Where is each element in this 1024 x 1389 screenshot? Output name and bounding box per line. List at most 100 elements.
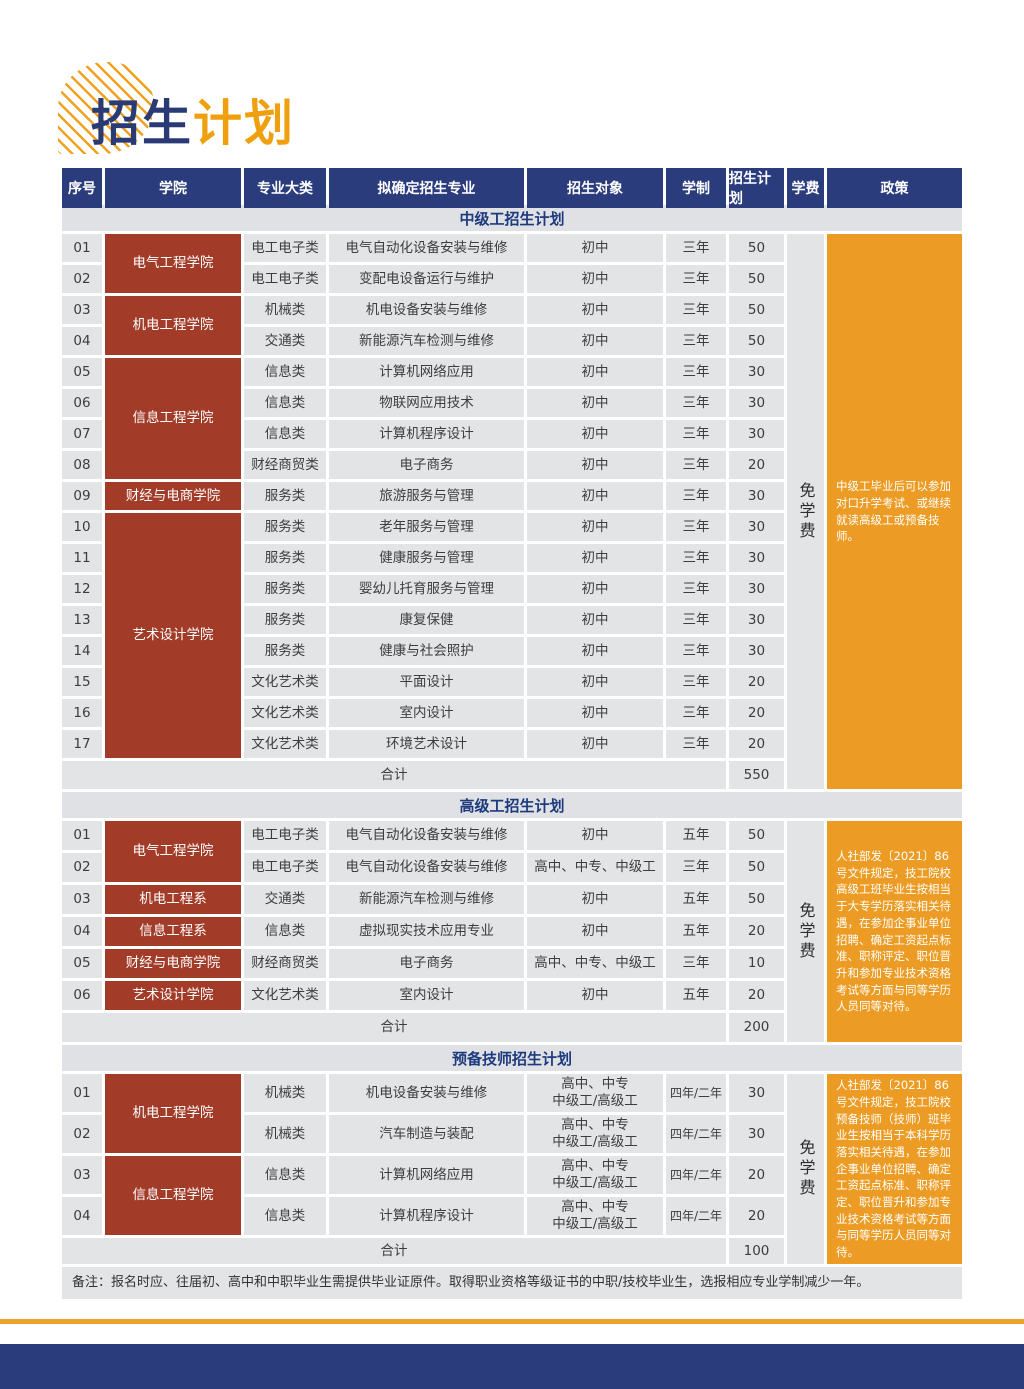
category-cell: 服务类: [244, 637, 326, 665]
header-cell: 招生对象: [527, 168, 663, 208]
category-cell: 服务类: [244, 544, 326, 572]
major-cell: 电子商务: [329, 949, 524, 978]
target-cell: 高中、中专、中级工: [527, 949, 663, 978]
row-number-cell: 03: [62, 885, 102, 914]
college-cell: 信息工程系: [105, 917, 241, 946]
duration-cell: 三年: [666, 296, 726, 324]
header-cell: 专业大类: [244, 168, 326, 208]
major-cell: 计算机程序设计: [329, 1197, 524, 1235]
category-cell: 文化艺术类: [244, 730, 326, 758]
category-cell: 电工电子类: [244, 821, 326, 850]
category-cell: 电工电子类: [244, 853, 326, 882]
plan-cell: 20: [729, 699, 784, 727]
target-cell: 初中: [527, 637, 663, 665]
college-cell: 信息工程学院: [105, 1156, 241, 1235]
college-cell: 财经与电商学院: [105, 949, 241, 978]
duration-cell: 四年/二年: [666, 1197, 726, 1235]
duration-cell: 三年: [666, 949, 726, 978]
college-cell: 艺术设计学院: [105, 513, 241, 758]
header-cell: 学费: [787, 168, 824, 208]
category-cell: 信息类: [244, 1197, 326, 1235]
footer-band: [0, 1344, 1024, 1389]
tuition-cell: 免学费: [787, 1074, 824, 1264]
target-cell: 初中: [527, 544, 663, 572]
plan-cell: 20: [729, 1156, 784, 1194]
header-cell: 学院: [105, 168, 241, 208]
plan-cell: 20: [729, 981, 784, 1010]
header-cell: 招生计划: [729, 168, 784, 208]
category-cell: 文化艺术类: [244, 981, 326, 1010]
category-cell: 服务类: [244, 606, 326, 634]
page-title-part1: 招生: [91, 95, 194, 152]
category-cell: 文化艺术类: [244, 699, 326, 727]
major-cell: 新能源汽车检测与维修: [329, 327, 524, 355]
major-cell: 计算机网络应用: [329, 1156, 524, 1194]
row-number-cell: 13: [62, 606, 102, 634]
plan-cell: 30: [729, 1074, 784, 1112]
category-cell: 服务类: [244, 513, 326, 541]
major-cell: 变配电设备运行与维护: [329, 265, 524, 293]
row-number-cell: 12: [62, 575, 102, 603]
category-cell: 电工电子类: [244, 265, 326, 293]
major-cell: 计算机程序设计: [329, 420, 524, 448]
row-number-cell: 02: [62, 265, 102, 293]
category-cell: 文化艺术类: [244, 668, 326, 696]
plan-cell: 50: [729, 853, 784, 882]
duration-cell: 三年: [666, 513, 726, 541]
target-cell: 初中: [527, 668, 663, 696]
plan-cell: 30: [729, 513, 784, 541]
category-cell: 信息类: [244, 420, 326, 448]
major-cell: 电子商务: [329, 451, 524, 479]
major-cell: 健康与社会照护: [329, 637, 524, 665]
row-number-cell: 11: [62, 544, 102, 572]
college-cell: 财经与电商学院: [105, 482, 241, 510]
plan-cell: 50: [729, 265, 784, 293]
college-cell: 艺术设计学院: [105, 981, 241, 1010]
row-number-cell: 04: [62, 327, 102, 355]
plan-cell: 20: [729, 451, 784, 479]
section-title-bar: 高级工招生计划: [62, 792, 962, 818]
footer-orange-rule: [0, 1319, 1024, 1324]
table-header-row: 序号 学院 专业大类 拟确定招生专业 招生对象 学制 招生计划 学费 政策: [62, 168, 962, 208]
target-cell: 初中: [527, 389, 663, 417]
row-number-cell: 01: [62, 821, 102, 850]
category-cell: 财经商贸类: [244, 451, 326, 479]
plan-cell: 30: [729, 420, 784, 448]
row-number-cell: 01: [62, 234, 102, 262]
row-number-cell: 03: [62, 296, 102, 324]
college-cell: 电气工程学院: [105, 234, 241, 293]
section-grid: 01 电工电子类 电气自动化设备安装与维修 初中 五年 50 02 电工电子类 电气自动化设备安…: [62, 821, 962, 1042]
row-number-cell: 06: [62, 389, 102, 417]
section-grid: 01 机械类 机电设备安装与维修 高中、中专 中级工/高级工 四年/二年 30 02 机械类汽…: [62, 1074, 962, 1264]
plan-cell: 50: [729, 234, 784, 262]
row-number-cell: 14: [62, 637, 102, 665]
major-cell: 机电设备安装与维修: [329, 1074, 524, 1112]
note-bar: 备注：报名时应、往届初、高中和中职毕业生需提供毕业证原件。取得职业资格等级证书的…: [62, 1267, 962, 1299]
policy-cell: 人社部发〔2021〕86号文件规定，技工院校预备技师（技师）班毕业生按相当于本科…: [827, 1074, 962, 1264]
total-value-cell: 550: [729, 761, 784, 789]
category-cell: 机械类: [244, 296, 326, 324]
duration-cell: 三年: [666, 853, 726, 882]
target-cell: 高中、中专 中级工/高级工: [527, 1115, 663, 1153]
plan-cell: 30: [729, 575, 784, 603]
target-cell: 初中: [527, 606, 663, 634]
target-cell: 初中: [527, 296, 663, 324]
duration-cell: 五年: [666, 981, 726, 1010]
duration-cell: 五年: [666, 885, 726, 914]
duration-cell: 三年: [666, 482, 726, 510]
header-cell: 序号: [62, 168, 102, 208]
row-number-cell: 09: [62, 482, 102, 510]
target-cell: 初中: [527, 981, 663, 1010]
college-cell: 机电工程学院: [105, 296, 241, 355]
page-logo: 招生计划: [58, 58, 418, 158]
duration-cell: 三年: [666, 699, 726, 727]
category-cell: 财经商贸类: [244, 949, 326, 978]
duration-cell: 三年: [666, 575, 726, 603]
plan-cell: 50: [729, 885, 784, 914]
major-cell: 物联网应用技术: [329, 389, 524, 417]
target-cell: 初中: [527, 575, 663, 603]
row-number-cell: 17: [62, 730, 102, 758]
target-cell: 初中: [527, 917, 663, 946]
category-cell: 交通类: [244, 885, 326, 914]
duration-cell: 三年: [666, 358, 726, 386]
